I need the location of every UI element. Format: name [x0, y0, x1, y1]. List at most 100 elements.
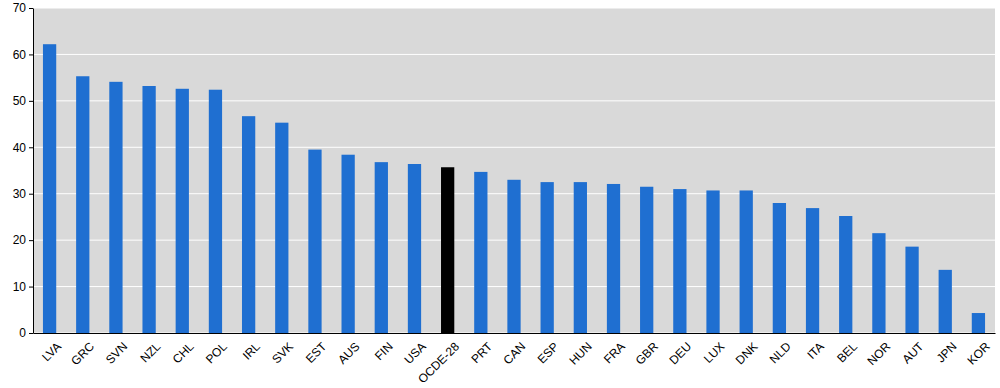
bar: [76, 76, 89, 333]
x-tick: EST: [303, 333, 330, 366]
x-tick-label: CAN: [501, 339, 529, 367]
x-tick-label: NOR: [864, 339, 893, 368]
x-tick-label: SVK: [269, 339, 296, 366]
y-tick-mark: [29, 147, 33, 148]
bar: [209, 90, 222, 333]
x-tick-label: IRL: [240, 339, 263, 362]
x-tick: DEU: [666, 333, 694, 367]
x-tick-label: LUX: [701, 339, 727, 365]
x-tick: GBR: [633, 333, 662, 368]
y-tick: 60: [13, 48, 33, 62]
x-tick-label: OCDE-28: [415, 339, 462, 386]
x-tick: AUS: [335, 333, 362, 367]
x-tick-label: FRA: [601, 339, 628, 366]
x-tick: SVN: [103, 333, 130, 367]
bar: [109, 82, 122, 333]
grid-line: [33, 54, 995, 55]
y-axis-line: [33, 9, 34, 334]
x-tick: AUT: [900, 333, 927, 366]
bar: [474, 172, 487, 333]
x-tick-label: NLD: [767, 339, 794, 366]
y-tick-mark: [29, 333, 33, 334]
chart: 0 10 20 30 40 50 60 70 LVAGRCSVN NZLCHLPOL IRL SVK E…: [0, 0, 1000, 388]
bar: [441, 167, 454, 333]
bar: [640, 187, 653, 333]
bar: [740, 190, 753, 333]
bar: [905, 247, 918, 333]
x-tick: GRC: [68, 333, 97, 368]
bar: [541, 182, 554, 333]
y-tick-mark: [29, 240, 33, 241]
x-tick-label: USA: [401, 339, 428, 366]
y-tick-mark: [29, 287, 33, 288]
x-tick: HUN: [566, 333, 594, 368]
x-tick-label: EST: [303, 339, 330, 366]
x-tick-label: BEL: [834, 339, 860, 365]
x-tick: OCDE-28: [415, 333, 462, 386]
bar: [242, 116, 255, 333]
bar: [574, 182, 587, 333]
y-tick-label: 50: [13, 94, 27, 108]
y-tick-label: 20: [13, 233, 27, 247]
y-tick: 30: [13, 187, 33, 201]
y-tick-label: 40: [13, 141, 27, 155]
bar: [507, 180, 520, 333]
x-tick-label: DNK: [733, 339, 761, 367]
x-tick: CAN: [501, 333, 529, 367]
x-tick: NZL: [138, 333, 164, 365]
x-tick: SVK: [269, 333, 296, 366]
bar: [308, 150, 321, 333]
x-tick-label: AUT: [900, 339, 927, 366]
bar: [939, 270, 952, 333]
bar: [342, 155, 355, 333]
grid: [33, 8, 995, 333]
x-tick-label: FIN: [372, 339, 396, 363]
y-tick: 40: [13, 141, 33, 155]
x-tick: PRT: [468, 333, 495, 366]
x-tick-label: NZL: [138, 339, 164, 365]
x-tick-label: ITA: [804, 339, 826, 361]
bars: [43, 44, 985, 333]
x-axis: LVAGRCSVN NZLCHLPOL IRL SVK ESTAUS FINUSAOCDE…: [34, 333, 996, 386]
x-tick: ITA: [804, 333, 826, 362]
x-tick: NOR: [864, 333, 893, 368]
bar: [972, 313, 985, 333]
x-tick: CHL: [170, 333, 197, 366]
x-tick-label: LVA: [39, 339, 64, 364]
bar: [872, 233, 885, 333]
x-tick-label: DEU: [666, 339, 694, 367]
x-tick-label: GBR: [633, 339, 662, 368]
y-tick-mark: [29, 54, 33, 55]
y-tick-label: 10: [13, 280, 27, 294]
x-tick: USA: [401, 333, 428, 367]
x-tick-label: POL: [203, 339, 230, 366]
y-tick: 0: [19, 326, 33, 340]
x-tick: KOR: [964, 333, 993, 368]
bar: [839, 216, 852, 333]
plot-background: [33, 8, 995, 333]
bar: [43, 44, 56, 333]
x-tick-label: SVN: [103, 339, 130, 366]
y-tick: 70: [13, 1, 33, 15]
y-axis: 0 10 20 30 40 50 60 70: [13, 1, 34, 340]
x-tick-label: KOR: [964, 339, 993, 368]
y-tick-mark: [29, 8, 33, 9]
x-tick-label: GRC: [68, 339, 97, 368]
x-tick: IRL: [240, 333, 263, 363]
x-tick-label: ESP: [535, 339, 562, 366]
y-tick-mark: [29, 101, 33, 102]
x-tick: LUX: [701, 333, 727, 366]
bar: [706, 190, 719, 333]
x-tick: JPN: [934, 333, 960, 365]
bar: [673, 189, 686, 333]
y-tick-mark: [29, 194, 33, 195]
bar: [176, 89, 189, 333]
grid-line: [33, 8, 995, 9]
bar: [806, 208, 819, 333]
x-tick: FIN: [372, 333, 396, 363]
y-tick-label: 30: [13, 187, 27, 201]
y-tick-label: 70: [13, 1, 27, 15]
x-tick: POL: [203, 333, 230, 366]
x-tick-label: PRT: [468, 339, 495, 366]
bar: [142, 86, 155, 333]
